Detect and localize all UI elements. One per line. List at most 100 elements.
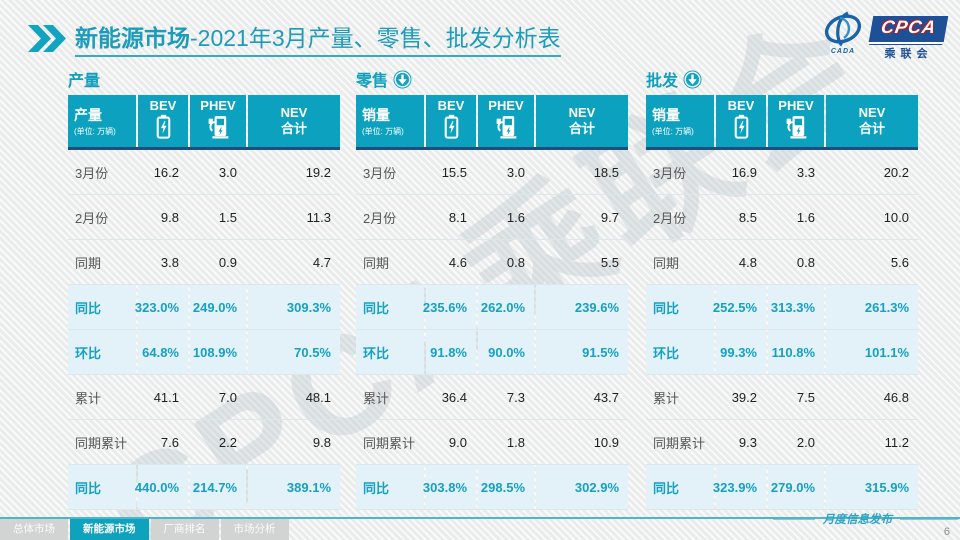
cell-value: 90.0%: [478, 330, 534, 374]
cell-value: 5.6: [890, 254, 909, 270]
bev-label: BEV: [727, 97, 755, 113]
page-title: 新能源市场-2021年3月产量、零售、批发分析表: [75, 25, 561, 57]
row-label: 环比: [68, 330, 136, 374]
row-label: 3月份: [653, 165, 687, 181]
bev-label: BEV: [149, 97, 177, 113]
table-row: 同期累计 9.3 2.0 11.2: [646, 420, 918, 465]
table-row: 3月份 15.5 3.0 18.5: [356, 150, 628, 195]
charging-station-icon: [206, 113, 230, 144]
org-label: 乘联会: [884, 48, 933, 60]
cell-value: 3.0: [506, 164, 525, 180]
table-row: 3月份 16.9 3.3 20.2: [646, 150, 918, 195]
cell-value: 313.3%: [768, 285, 824, 329]
page-number: 6: [943, 526, 950, 538]
cell-value: 0.8: [506, 254, 525, 270]
cell-value: 3.8: [160, 254, 179, 270]
footer-tab[interactable]: 厂商排名: [150, 519, 219, 540]
cell-value: 8.5: [738, 209, 757, 225]
table-row: 2月份 8.1 1.6 9.7: [356, 195, 628, 240]
footer-tab[interactable]: 总体市场: [0, 519, 68, 540]
footer-tab[interactable]: 市场分析: [220, 519, 289, 540]
table-row: 同比 323.9% 279.0% 315.9%: [646, 465, 918, 510]
table-row: 环比 91.8% 90.0% 91.5%: [356, 330, 628, 375]
cell-value: 302.9%: [536, 465, 628, 509]
cell-value: 16.9: [731, 164, 757, 180]
cell-value: 46.8: [883, 389, 909, 405]
cell-value: 9.8: [312, 434, 331, 450]
cell-value: 298.5%: [478, 465, 534, 509]
footer-tab-bar: 总体市场 新能源市场 厂商排名 市场分析: [0, 519, 289, 540]
footer-tab[interactable]: 新能源市场: [70, 519, 149, 540]
down-arrow-icon: [683, 70, 702, 89]
row-label: 2月份: [653, 210, 687, 226]
cell-value: 1.5: [218, 209, 237, 225]
table-header: 销量 (单位: 万辆) BEV PHEV NEV 合计: [356, 95, 628, 150]
cell-value: 8.1: [448, 209, 467, 225]
cell-value: 7.0: [218, 389, 237, 405]
cell-value: 261.3%: [826, 285, 918, 329]
table-row: 2月份 9.8 1.5 11.3: [68, 195, 340, 240]
cell-value: 11.3: [306, 209, 331, 225]
cell-value: 279.0%: [768, 465, 824, 509]
cell-value: 214.7%: [190, 465, 246, 509]
column-header-metric: 销量 (单位: 万辆): [356, 95, 424, 147]
cell-value: 70.5%: [248, 330, 340, 374]
footer-note-text: 月度信息发布: [823, 512, 892, 526]
cell-value: 7.5: [796, 389, 815, 405]
metric-label: 产量: [74, 107, 102, 123]
page-title-rest: -2021年3月产量、零售、批发分析表: [190, 25, 561, 52]
table-row: 同比 303.8% 298.5% 302.9%: [356, 465, 628, 510]
cell-value: 18.5: [593, 164, 619, 180]
cell-value: 235.6%: [423, 285, 476, 329]
cell-value: 249.0%: [190, 285, 246, 329]
cpca-label: CPCA: [868, 16, 949, 42]
table-row: 同比 252.5% 313.3% 261.3%: [646, 285, 918, 330]
cell-value: 99.3%: [716, 330, 766, 374]
table-row: 同比 440.0% 214.7% 389.1%: [68, 465, 340, 510]
cell-value: 309.3%: [248, 285, 340, 329]
battery-icon: [443, 113, 460, 144]
footer-rule: [0, 517, 960, 519]
phev-label: PHEV: [200, 97, 236, 113]
column-header-phev: PHEV: [478, 95, 534, 147]
row-label: 环比: [356, 330, 424, 374]
section-header: 零售: [356, 68, 628, 90]
cell-value: 16.2: [153, 164, 179, 180]
row-label: 累计: [653, 390, 680, 406]
row-label: 同期累计: [653, 435, 706, 451]
cell-value: 315.9%: [826, 465, 918, 509]
charging-station-icon: [784, 113, 808, 144]
column-header-bev: BEV: [716, 95, 766, 147]
cell-value: 36.4: [441, 389, 467, 405]
table-row: 累计 36.4 7.3 43.7: [356, 375, 628, 420]
metric-unit: (单位: 万辆): [652, 127, 694, 136]
row-label: 同比: [356, 285, 424, 329]
table-row: 同期 4.6 0.8 5.5: [356, 240, 628, 285]
section-label: 零售: [356, 73, 389, 90]
table-retail: 零售 销量 (单位: 万辆) BEV PHEV NEV 合计 3月份: [356, 68, 628, 510]
table-production: 产量 产量 (单位: 万辆) BEV PHEV NEV 合计 3月份: [68, 68, 340, 510]
cell-value: 19.2: [305, 164, 331, 180]
cell-value: 9.7: [600, 209, 619, 225]
row-label: 同比: [68, 285, 136, 329]
cell-value: 39.2: [731, 389, 757, 405]
section-header: 产量: [68, 68, 340, 90]
table-row: 3月份 16.2 3.0 19.2: [68, 150, 340, 195]
column-header-phev: PHEV: [190, 95, 246, 147]
table-header: 销量 (单位: 万辆) BEV PHEV NEV 合计: [646, 95, 918, 150]
cell-value: 262.0%: [478, 285, 534, 329]
table-row: 2月份 8.5 1.6 10.0: [646, 195, 918, 240]
cell-value: 4.6: [448, 254, 467, 270]
phev-label: PHEV: [778, 97, 814, 113]
column-header-nev: NEV 合计: [826, 95, 918, 147]
row-label: 同比: [646, 465, 714, 509]
cell-value: 323.9%: [713, 465, 766, 509]
row-label: 同期累计: [363, 435, 416, 451]
cell-value: 7.3: [506, 389, 525, 405]
charging-station-icon: [494, 113, 518, 144]
row-label: 同期累计: [75, 435, 128, 451]
nev-label: NEV: [568, 105, 596, 121]
cell-value: 5.5: [600, 254, 619, 270]
table-row: 累计 39.2 7.5 46.8: [646, 375, 918, 420]
